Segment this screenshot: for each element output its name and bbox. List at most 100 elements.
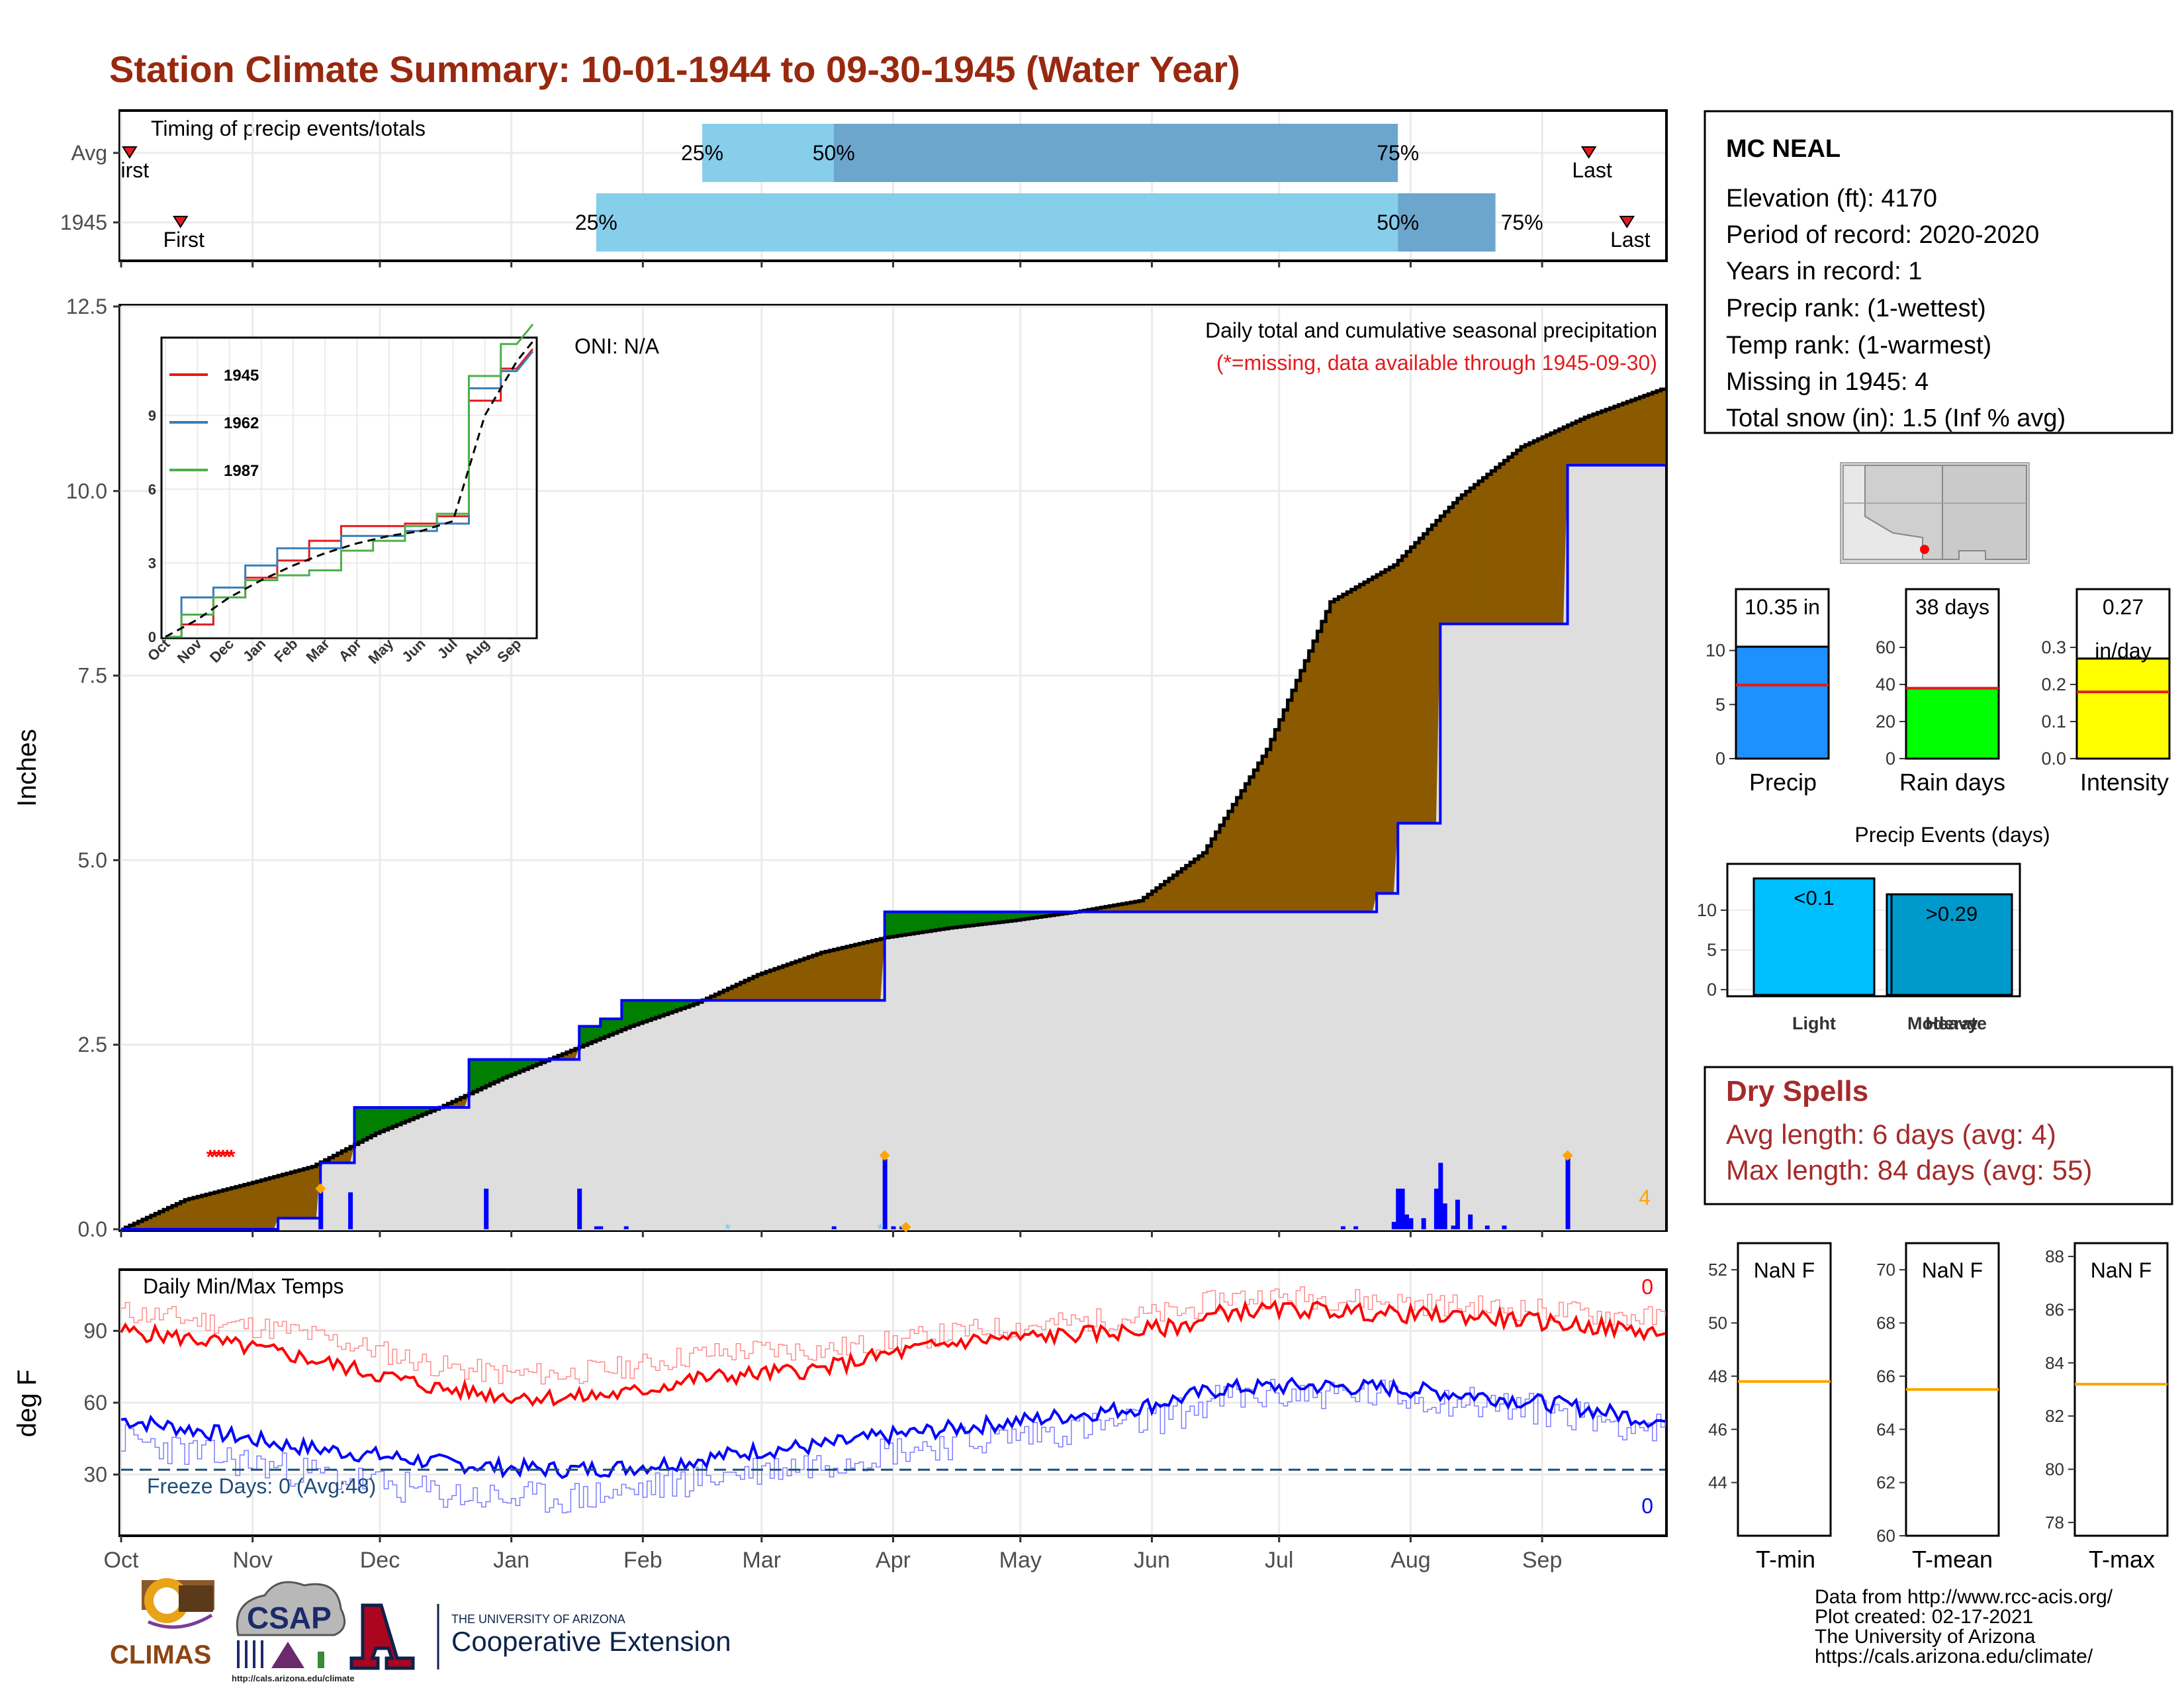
surplus-fill bbox=[1105, 906, 1110, 912]
temp-ytick-label: 90 bbox=[83, 1319, 107, 1342]
deficit-fill bbox=[672, 1000, 678, 1012]
events-ytick-label: 5 bbox=[1707, 940, 1717, 960]
surplus-fill bbox=[222, 1190, 228, 1229]
surplus-fill bbox=[1109, 906, 1115, 912]
surplus-fill bbox=[1232, 804, 1238, 912]
deficit-fill bbox=[918, 912, 923, 933]
deficit-fill bbox=[1016, 912, 1021, 920]
deficit-fill bbox=[579, 1026, 584, 1047]
dry-spells-avg: Avg length: 6 days (avg: 4) bbox=[1726, 1119, 2056, 1150]
surplus-fill bbox=[1113, 905, 1118, 912]
university-of-arizona-logo: THE UNIVERSITY OF ARIZONA Cooperative Ex… bbox=[349, 1603, 731, 1670]
surplus-fill bbox=[803, 958, 809, 1001]
deficit-fill bbox=[1024, 912, 1030, 919]
surplus-fill bbox=[1593, 414, 1598, 465]
surplus-fill bbox=[1134, 901, 1140, 912]
surplus-fill bbox=[1359, 585, 1365, 912]
deficit-fill bbox=[1041, 912, 1046, 917]
surplus-fill bbox=[1571, 423, 1577, 465]
deficit-fill bbox=[1003, 912, 1009, 922]
summary-ytick-label: 40 bbox=[1876, 675, 1895, 694]
surplus-fill bbox=[341, 1150, 347, 1163]
tmax-box bbox=[2073, 1242, 2169, 1537]
station-location-dot bbox=[1920, 545, 1929, 554]
surplus-fill bbox=[723, 990, 729, 1001]
daily-precip-bar bbox=[1438, 1162, 1443, 1229]
last-event-label: Last bbox=[1572, 158, 1612, 182]
surplus-fill bbox=[150, 1215, 156, 1229]
inset-legend-label: 1962 bbox=[224, 414, 259, 432]
deficit-fill bbox=[537, 1059, 542, 1064]
deficit-fill bbox=[931, 912, 936, 931]
footer-credits: Data from http://www.rcc-acis.org/ Plot … bbox=[1815, 1586, 2113, 1667]
deficit-fill bbox=[923, 912, 928, 932]
surplus-fill bbox=[727, 988, 733, 1001]
deficit-fill bbox=[651, 1000, 657, 1019]
events-bar-heavy bbox=[1890, 893, 2013, 996]
surplus-fill bbox=[1139, 900, 1144, 912]
ua-extension-text: Cooperative Extension bbox=[451, 1626, 731, 1657]
inset-ytick-label: 0 bbox=[148, 629, 156, 645]
deficit-fill bbox=[1050, 912, 1055, 915]
deficit-fill bbox=[1028, 912, 1034, 919]
surplus-fill bbox=[1257, 763, 1263, 912]
intensity-axis-label: Intensity bbox=[2080, 769, 2169, 796]
surplus-fill bbox=[829, 950, 835, 1001]
surplus-fill bbox=[1567, 425, 1572, 465]
surplus-fill bbox=[1211, 839, 1216, 912]
deficit-fill bbox=[668, 1000, 673, 1013]
surplus-fill bbox=[227, 1189, 232, 1229]
station-years: Years in record: 1 bbox=[1726, 258, 1922, 285]
deficit-fill bbox=[426, 1107, 432, 1113]
surplus-fill bbox=[774, 968, 780, 1001]
surplus-fill bbox=[838, 948, 843, 1001]
surplus-fill bbox=[876, 939, 881, 1001]
timing-bar-50-75 bbox=[1398, 193, 1496, 252]
surplus-fill bbox=[1500, 463, 1505, 624]
daily-precip-bar bbox=[348, 1192, 353, 1229]
summary-ytick-label: 0.2 bbox=[2041, 675, 2066, 694]
surplus-fill bbox=[1631, 400, 1636, 465]
deficit-fill bbox=[999, 912, 1004, 923]
surplus-fill bbox=[1249, 776, 1254, 912]
surplus-fill bbox=[1097, 908, 1102, 912]
surplus-fill bbox=[566, 1052, 571, 1060]
tmax-axis-label: T-max bbox=[2089, 1546, 2155, 1573]
surplus-fill bbox=[1516, 450, 1522, 624]
cum-ytick-label: 5.0 bbox=[78, 848, 107, 872]
surplus-fill bbox=[197, 1196, 203, 1229]
footer-line-1: Data from http://www.rcc-acis.org/ bbox=[1815, 1586, 2113, 1608]
summary-chart-rain_days: 0 20 40 60 38 days Rain days bbox=[1876, 588, 2005, 796]
last-event-label: Last bbox=[1610, 228, 1651, 252]
surplus-fill bbox=[1610, 408, 1615, 465]
surplus-fill bbox=[278, 1175, 283, 1219]
avg-max-temp-line bbox=[121, 1286, 1666, 1385]
surplus-fill bbox=[1351, 589, 1356, 912]
deficit-fill bbox=[621, 1000, 627, 1030]
surplus-fill bbox=[1338, 596, 1343, 912]
surplus-fill bbox=[214, 1192, 220, 1229]
surplus-fill bbox=[1546, 435, 1551, 624]
deficit-fill bbox=[935, 912, 940, 930]
surplus-fill bbox=[863, 942, 868, 1001]
min-temp-count: 0 bbox=[1641, 1494, 1653, 1518]
surplus-fill bbox=[1355, 586, 1361, 912]
surplus-fill bbox=[329, 1157, 334, 1163]
deficit-fill bbox=[617, 1019, 622, 1032]
snow-marker bbox=[900, 1221, 911, 1233]
surplus-fill bbox=[570, 1050, 576, 1060]
missing-day-marker: * bbox=[219, 1146, 227, 1168]
deficit-fill bbox=[1007, 912, 1013, 921]
surplus-fill bbox=[1588, 415, 1594, 465]
deficit-fill bbox=[982, 912, 987, 925]
surplus-fill bbox=[265, 1179, 270, 1229]
surplus-fill bbox=[1381, 572, 1386, 894]
surplus-fill bbox=[1512, 453, 1518, 624]
surplus-fill bbox=[808, 957, 813, 1001]
surplus-fill bbox=[1156, 888, 1161, 912]
surplus-fill bbox=[817, 954, 822, 1001]
station-temp-rank: Temp rank: (1-warmest) bbox=[1726, 332, 1991, 359]
surplus-fill bbox=[1143, 897, 1148, 912]
surplus-fill bbox=[1410, 547, 1416, 823]
